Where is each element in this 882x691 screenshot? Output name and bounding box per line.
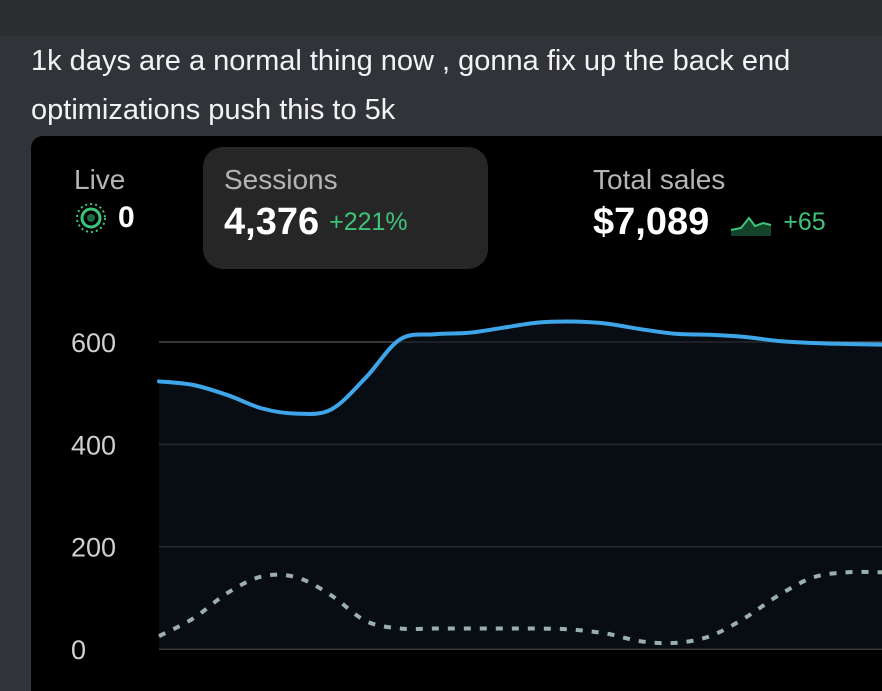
y-tick-label-400: 400 (71, 430, 116, 460)
live-label: Live (74, 164, 126, 195)
sparkline-icon (731, 215, 772, 236)
sessions-label: Sessions (224, 164, 338, 195)
total-sales-label: Total sales (593, 164, 726, 195)
sessions-value: 4,376 (224, 201, 320, 243)
sessions-change: +221% (329, 208, 408, 236)
y-tick-label-0: 0 (71, 635, 86, 665)
live-pulse-icon (76, 203, 106, 233)
sessions-line-chart: 0 200 400 600 (71, 319, 882, 665)
live-value: 0 (118, 201, 135, 234)
window-top-bar (0, 0, 882, 36)
primary-series-line (157, 319, 882, 416)
total-sales-metric[interactable]: Total sales $7,089 +65 (593, 164, 826, 244)
live-metric: Live 0 (74, 164, 135, 235)
total-sales-change: +65 (783, 208, 826, 236)
sessions-metric-card[interactable]: Sessions 4,376 +221% (203, 147, 488, 269)
message-line-1: 1k days are a normal thing now , gonna f… (31, 45, 791, 77)
analytics-screenshot-embed[interactable]: 0 200 400 600 Live 0 Sessions 4,376 +221% T… (31, 136, 882, 691)
primary-series-area (159, 321, 882, 649)
chat-message: 1k days are a normal thing now , gonna f… (31, 37, 882, 135)
total-sales-value: $7,089 (593, 201, 710, 243)
y-axis-labels: 0 200 400 600 (71, 328, 116, 665)
y-tick-label-200: 200 (71, 533, 116, 563)
y-tick-label-600: 600 (71, 328, 116, 358)
comparison-series-line (158, 569, 882, 646)
message-line-2: optimizations push this to 5k (31, 94, 396, 126)
